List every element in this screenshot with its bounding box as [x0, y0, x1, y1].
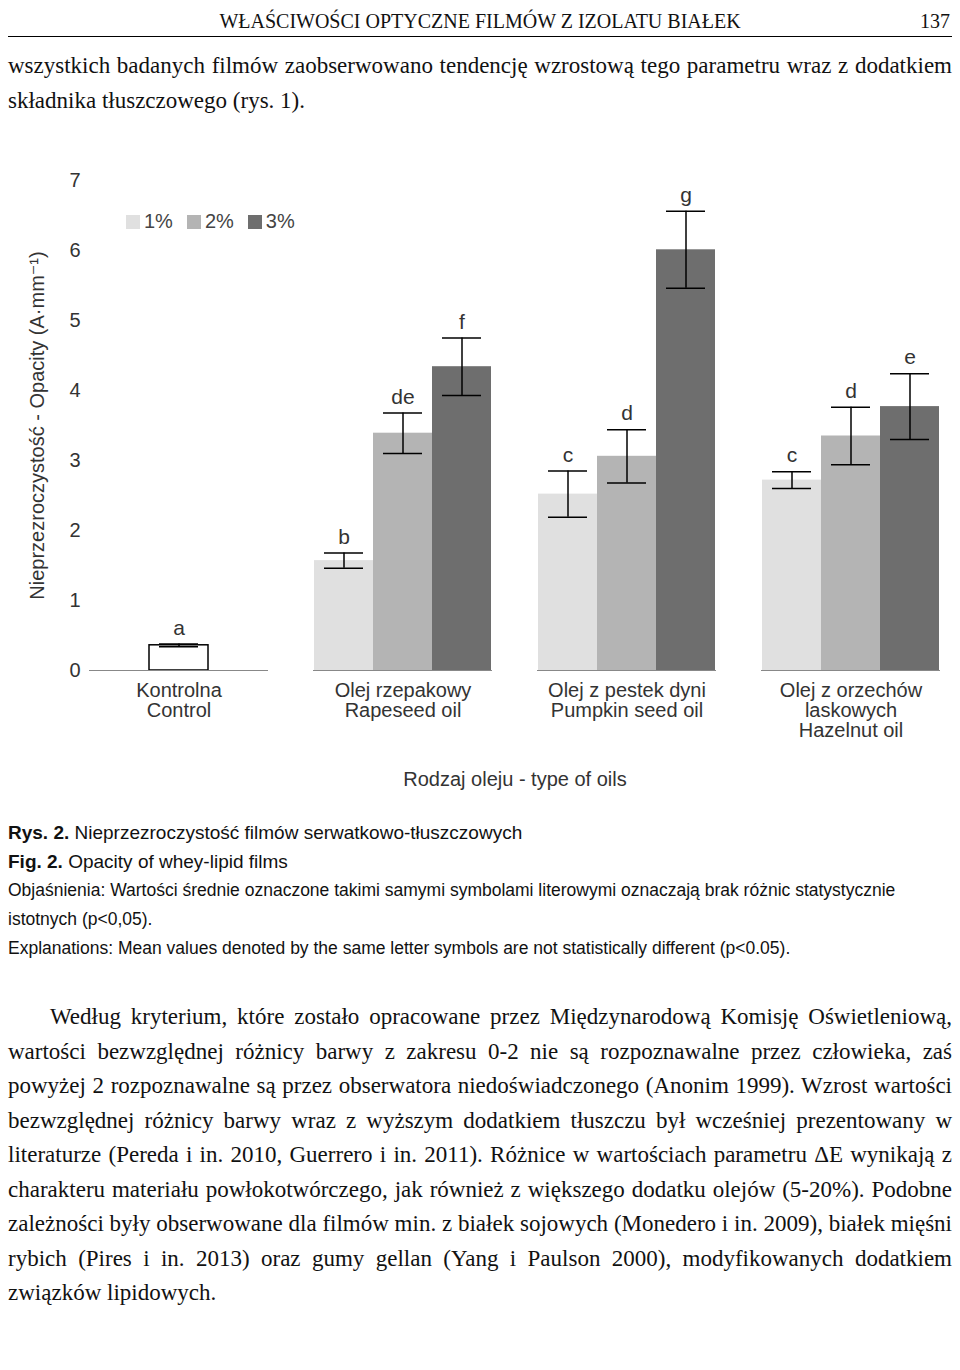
svg-text:b: b	[338, 525, 350, 548]
svg-text:Olej z pestek dyniPumpkin seed: Olej z pestek dyniPumpkin seed oil	[548, 679, 706, 721]
svg-text:d: d	[845, 379, 857, 402]
html-text:Fig. 2. Opacity of whey-lipid: Fig. 2. Opacity of whey-lipid films	[8, 851, 288, 872]
html-text:Rys. 2. Nieprzezroczystość fil: Rys. 2. Nieprzezroczystość filmów serwat…	[8, 822, 523, 843]
svg-text:2: 2	[69, 519, 80, 541]
svg-text:d: d	[621, 401, 633, 424]
html-text:3%: 3%	[265, 210, 295, 232]
html-text:1%: 1%	[144, 210, 173, 232]
svg-text:7: 7	[69, 169, 80, 191]
svg-text:Olej z orzechówlaskowychHazeln: Olej z orzechówlaskowychHazelnut oil	[780, 679, 923, 741]
svg-text:a: a	[173, 616, 185, 639]
svg-text:6: 6	[69, 239, 80, 261]
html-text:Objaśnienia: Wartości średnie: Objaśnienia: Wartości średnie oznaczone …	[8, 880, 896, 929]
svg-text:f: f	[459, 310, 465, 333]
html-text:Według kryterium, które został: Według kryterium, które zostało opracowa…	[8, 1004, 952, 1305]
svg-text:Rodzaj oleju - type of oils: Rodzaj oleju - type of oils	[403, 768, 626, 790]
svg-text:KontrolnaControl: KontrolnaControl	[136, 679, 222, 721]
svg-text:e: e	[904, 345, 916, 368]
svg-text:c: c	[563, 443, 574, 466]
svg-text:5: 5	[69, 309, 80, 331]
html-text:Explanations: Mean values deno: Explanations: Mean values denoted by the…	[8, 938, 791, 958]
svg-text:de: de	[391, 385, 414, 408]
html-text:137: 137	[920, 10, 950, 32]
svg-text:Olej rzepakowyRapeseed oil: Olej rzepakowyRapeseed oil	[335, 679, 472, 721]
svg-text:1: 1	[69, 589, 80, 611]
svg-text:g: g	[680, 183, 692, 206]
svg-text:3: 3	[69, 449, 80, 471]
svg-text:0: 0	[69, 659, 80, 681]
html-text:WŁAŚCIWOŚCI OPTYCZNE FILMÓW Z: WŁAŚCIWOŚCI OPTYCZNE FILMÓW Z IZOLATU BI…	[219, 10, 741, 32]
html-text:wszystkich badanych filmów zao: wszystkich badanych filmów zaobserwowano…	[8, 53, 952, 113]
svg-text:4: 4	[69, 379, 80, 401]
svg-text:c: c	[787, 443, 798, 466]
html-text:2%: 2%	[204, 210, 234, 232]
svg-text:Nieprzezroczystość - Opacity (: Nieprzezroczystość - Opacity (A·mm⁻¹)	[26, 251, 48, 599]
